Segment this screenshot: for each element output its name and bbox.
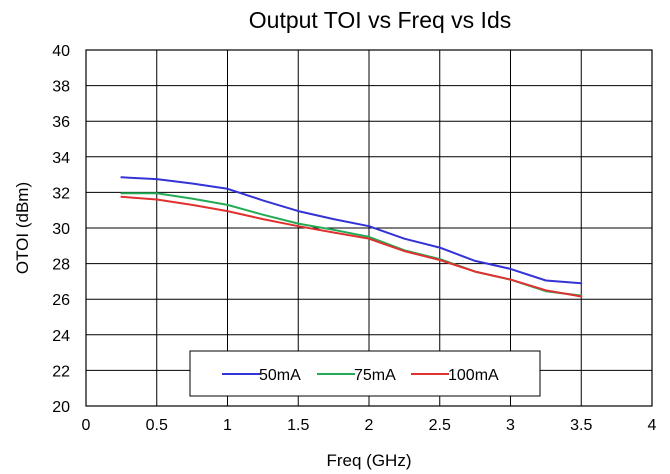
series-lines xyxy=(120,176,583,298)
legend: 50mA 75mA 100mA xyxy=(189,350,541,397)
y-axis-label: OTOI (dBm) xyxy=(13,182,32,274)
chart-title: Output TOI vs Freq vs Ids xyxy=(249,7,511,33)
y-tick-label: 22 xyxy=(52,363,70,380)
y-tick-label: 32 xyxy=(52,185,70,202)
y-tick-label: 38 xyxy=(52,79,70,96)
x-tick-label: 1.5 xyxy=(287,417,309,434)
x-tick-label: 3 xyxy=(506,417,515,434)
series-line-100mA xyxy=(120,195,583,298)
y-tick-label: 36 xyxy=(52,114,70,131)
x-tick-label: 4 xyxy=(648,417,657,434)
y-tick-label: 40 xyxy=(52,43,70,60)
legend-label-50mA: 50mA xyxy=(259,367,301,384)
legend-label-75mA: 75mA xyxy=(354,367,396,384)
x-tick-label: 1 xyxy=(223,417,232,434)
x-tick-labels: 0 0.5 1 1.5 2 2.5 3 3.5 4 xyxy=(82,417,657,434)
x-tick-label: 0.5 xyxy=(146,417,168,434)
y-tick-label: 20 xyxy=(52,399,70,416)
series-line-50mA xyxy=(120,176,583,285)
x-tick-label: 0 xyxy=(82,417,91,434)
y-tick-label: 24 xyxy=(52,328,70,345)
y-tick-label: 34 xyxy=(52,150,70,167)
legend-label-100mA: 100mA xyxy=(448,367,499,384)
x-tick-label: 2.5 xyxy=(429,417,451,434)
x-tick-label: 3.5 xyxy=(570,417,592,434)
y-tick-label: 26 xyxy=(52,292,70,309)
y-tick-label: 30 xyxy=(52,221,70,238)
x-axis-label: Freq (GHz) xyxy=(327,451,412,470)
y-tick-labels: 20 22 24 26 28 30 32 34 36 38 40 xyxy=(52,43,70,416)
x-tick-label: 2 xyxy=(365,417,374,434)
grid xyxy=(85,49,653,407)
plot-area xyxy=(85,49,653,407)
y-tick-label: 28 xyxy=(52,257,70,274)
